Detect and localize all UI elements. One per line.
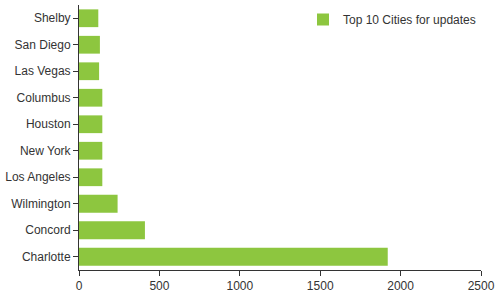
- svg-text:New York: New York: [20, 144, 72, 158]
- svg-text:Charlotte: Charlotte: [22, 250, 71, 264]
- svg-text:2000: 2000: [387, 279, 414, 293]
- svg-text:2500: 2500: [468, 279, 495, 293]
- svg-text:0: 0: [76, 279, 83, 293]
- svg-text:Las Vegas: Las Vegas: [15, 64, 71, 78]
- svg-text:Concord: Concord: [25, 223, 70, 237]
- svg-text:Columbus: Columbus: [17, 91, 71, 105]
- svg-text:Shelby: Shelby: [34, 11, 71, 25]
- svg-text:1500: 1500: [307, 279, 334, 293]
- svg-text:1000: 1000: [226, 279, 253, 293]
- svg-text:500: 500: [149, 279, 169, 293]
- svg-text:Wilmington: Wilmington: [11, 197, 70, 211]
- svg-text:Los Angeles: Los Angeles: [5, 170, 70, 184]
- svg-text:San Diego: San Diego: [15, 38, 71, 52]
- svg-text:Houston: Houston: [26, 117, 71, 131]
- svg-text:Top 10 Cities for updates: Top 10 Cities for updates: [343, 13, 476, 27]
